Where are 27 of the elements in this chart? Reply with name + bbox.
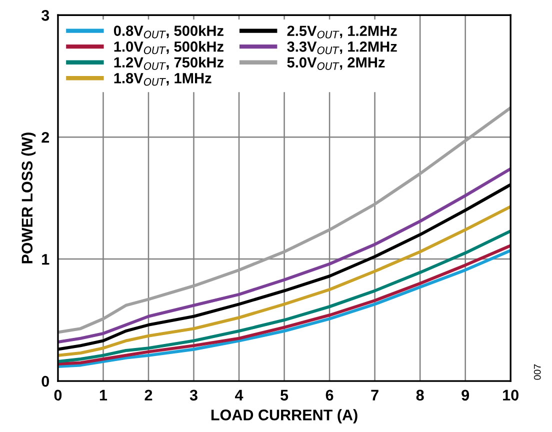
legend-label: 5.0V$_{OUT}$, 2MHz xyxy=(287,57,385,70)
y-tick-label: 3 xyxy=(41,10,50,21)
x-tick-label: 5 xyxy=(280,390,288,401)
legend-label: 0.8V$_{OUT}$, 500kHz xyxy=(114,25,224,38)
x-tick-label: 0 xyxy=(54,390,62,401)
x-tick-label: 8 xyxy=(416,390,424,401)
y-tick-label: 0 xyxy=(42,376,49,387)
y-tick-label: 1 xyxy=(42,254,50,265)
line-series xyxy=(58,205,511,357)
text: 007 xyxy=(534,364,541,380)
x-tick-label: 3 xyxy=(190,390,198,401)
y-axis-title: POWER LOSS (W) xyxy=(21,132,36,264)
legend-label: 1.0V$_{OUT}$, 500kHz xyxy=(114,41,224,54)
x-tick-label: 6 xyxy=(326,390,334,401)
y-tick-label: 2 xyxy=(42,132,50,143)
x-tick-label: 1 xyxy=(100,390,108,400)
legend-label: 1.8V$_{OUT}$, 1MHz xyxy=(114,73,212,86)
x-tick-label: 4 xyxy=(235,390,244,400)
x-axis-title: LOAD CURRENT (A) xyxy=(211,409,358,424)
legend-label: 3.3V$_{OUT}$, 1.2MHz xyxy=(287,41,397,54)
legend-label: 1.2V$_{OUT}$, 750kHz xyxy=(114,56,224,70)
legend-label: 2.5V$_{OUT}$, 1.2MHz xyxy=(287,26,397,38)
line-series xyxy=(58,106,511,334)
x-tick-label: 10 xyxy=(503,390,518,401)
x-tick-label: 2 xyxy=(144,390,152,400)
x-tick-label: 7 xyxy=(371,390,378,400)
x-tick-label: 9 xyxy=(462,390,470,401)
